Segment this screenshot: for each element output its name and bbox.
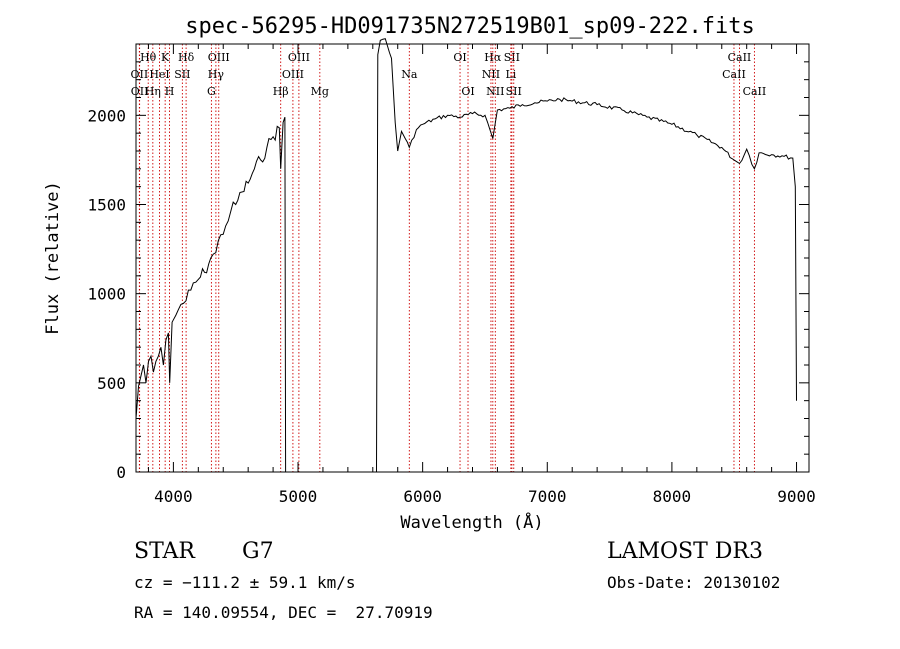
plot-frame [135, 43, 810, 473]
line-marker-label: OII [131, 68, 149, 81]
line-marker-label: SII [506, 85, 522, 98]
line-marker-label: NII [482, 68, 500, 81]
line-marker-label: OII [131, 85, 149, 98]
y-tick-label: 500 [97, 374, 126, 393]
x-tick-label: 4000 [154, 487, 193, 506]
x-tick-label: 5000 [279, 487, 318, 506]
line-marker-label: CaII [743, 85, 767, 98]
line-marker-label: Hγ [208, 68, 225, 81]
line-marker-label: K [161, 51, 170, 64]
x-axis-label: Wavelength (Å) [400, 511, 543, 533]
redshift-text: cz = −111.2 ± 59.1 km/s [134, 573, 356, 592]
spectrum-line [135, 38, 797, 473]
line-marker-label: OIII [288, 51, 310, 64]
line-marker-label: Li [505, 68, 516, 81]
y-tick-label: 0 [116, 463, 126, 482]
line-marker-label: SII [174, 68, 190, 81]
line-marker-label: Hθ [140, 51, 157, 64]
line-marker-label: Hη [145, 85, 161, 98]
survey-name: LAMOST DR3 [607, 539, 763, 564]
line-marker-label: Hα [484, 51, 502, 64]
line-marker-label: G [207, 85, 216, 98]
subclass: G7 [242, 539, 274, 564]
y-tick-label: 1500 [87, 196, 126, 215]
line-marker-label: CaII [722, 68, 746, 81]
y-tick-label: 2000 [87, 106, 126, 125]
chart-title: spec-56295-HD091735N272519B01_sp09-222.f… [185, 14, 755, 39]
x-axis: 4000 5000 6000 7000 8000 9000 [147, 44, 816, 506]
obs-date: Obs-Date: 20130102 [607, 573, 781, 592]
line-marker-label: Na [401, 68, 418, 81]
line-marker-label: OI [453, 51, 466, 64]
line-marker-label: H [165, 85, 175, 98]
coordinates: RA = 140.09554, DEC = 27.70919 [134, 603, 433, 622]
line-marker-label: CaII [728, 51, 752, 64]
line-marker-label: OIII [282, 68, 304, 81]
x-tick-label: 9000 [777, 487, 816, 506]
line-marker-label: OIII [208, 51, 230, 64]
line-marker-label: HeI [149, 68, 169, 81]
y-axis-label: Flux (relative) [43, 181, 63, 335]
line-marker-label: Mg [311, 85, 329, 98]
x-tick-label: 6000 [403, 487, 442, 506]
line-marker-label: OI [461, 85, 474, 98]
object-class: STAR [134, 539, 195, 564]
line-markers: Hθ OII OII K HeI Hη H SII Hδ OIII Hγ G Hβ OIII OIII Mg N… [131, 44, 767, 472]
line-marker-label: SII [504, 51, 520, 64]
x-tick-label: 8000 [653, 487, 692, 506]
line-marker-label: NII [486, 85, 504, 98]
line-marker-label: Hδ [178, 51, 195, 64]
y-axis: 0 500 1000 1500 2000 [87, 61, 809, 482]
y-tick-label: 1000 [87, 285, 126, 304]
line-marker-label: Hβ [273, 85, 289, 98]
x-tick-label: 7000 [528, 487, 567, 506]
